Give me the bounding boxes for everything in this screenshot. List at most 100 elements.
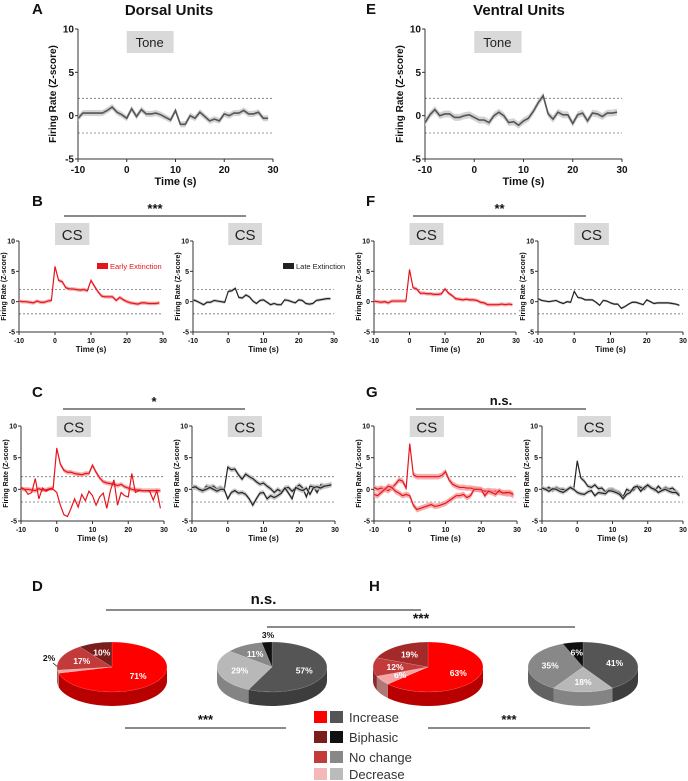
- legend-swatch: [97, 263, 108, 269]
- pie-label: 6%: [394, 670, 407, 680]
- pie-slice-no-change: [56, 646, 113, 671]
- pie-slice-biphasic: [562, 641, 584, 668]
- pie-slice-biphasic: [79, 641, 113, 668]
- legend-swatch-gray-2: [330, 751, 343, 763]
- significance-C: *: [151, 394, 157, 409]
- pie-slice-no-change: [527, 643, 584, 689]
- pie-label: 57%: [296, 665, 313, 675]
- pie-label: 12%: [386, 662, 403, 672]
- series-line-1: [541, 484, 680, 500]
- pie-slice-increase: [387, 641, 484, 693]
- y-tick-label: 10: [526, 238, 534, 245]
- y-tick-label: 10: [7, 238, 15, 245]
- pie-label: 3%: [262, 630, 275, 640]
- x-axis-label: Time (s): [430, 534, 461, 543]
- pie-side-1: [553, 688, 613, 706]
- pie-label: 18%: [574, 677, 591, 687]
- pie-D1: 71% 2% 17%10%: [43, 641, 168, 706]
- pie-label: 29%: [231, 665, 248, 675]
- stimulus-box: [126, 31, 174, 53]
- y-tick-label: 10: [410, 25, 422, 36]
- stimulus-box: [227, 416, 262, 437]
- x-tick-label: -10: [187, 527, 197, 534]
- pie-label: 17%: [73, 656, 90, 666]
- pie-side-0: [58, 667, 168, 706]
- y-tick-label: -5: [9, 329, 15, 336]
- pie-side-1: [217, 667, 249, 704]
- y-tick-label: -5: [412, 155, 421, 166]
- series-line-0: [373, 269, 513, 306]
- x-tick-label: -10: [71, 165, 86, 176]
- pie-side-2: [528, 667, 554, 703]
- pie-side-1: [57, 670, 59, 688]
- pie-slice-no-change: [229, 642, 273, 668]
- pie-slice-increase: [582, 641, 639, 689]
- y-tick-label: 5: [184, 455, 188, 462]
- significance-B: ***: [147, 201, 163, 216]
- x-tick-label: 0: [575, 527, 579, 534]
- x-tick-label: -10: [537, 527, 547, 534]
- legend-swatch-red-3: [314, 768, 327, 780]
- significance-G: n.s.: [490, 393, 512, 408]
- stimulus-label: CS: [416, 420, 437, 437]
- panel-label-F: F: [366, 193, 375, 210]
- y-tick-label: -5: [364, 329, 370, 336]
- x-tick-label: 20: [643, 338, 651, 345]
- x-tick-label: 30: [679, 338, 687, 345]
- sem-band-1: [192, 482, 332, 508]
- x-tick-label: 20: [295, 527, 303, 534]
- legend-swatch-red-1: [314, 731, 327, 743]
- panel-label-E: E: [366, 1, 376, 18]
- x-axis-label: Time (s): [503, 176, 545, 188]
- x-tick-label: 0: [471, 165, 477, 176]
- pie-label: 2%: [43, 653, 56, 663]
- x-tick-label: 20: [644, 527, 652, 534]
- pie-slice-biphasic: [376, 641, 429, 668]
- legend-label-no-change: No change: [349, 750, 412, 765]
- x-tick-label: 30: [679, 527, 687, 534]
- x-tick-label: 30: [160, 527, 168, 534]
- stimulus-box: [409, 416, 444, 437]
- title-dorsal-units: Dorsal Units: [125, 2, 213, 19]
- panel-label-C: C: [32, 384, 43, 401]
- stimulus-box: [228, 223, 262, 245]
- x-tick-label: 10: [442, 527, 450, 534]
- y-tick-label: 0: [184, 487, 188, 494]
- title-ventral-units: Ventral Units: [473, 2, 565, 19]
- y-tick-label: 0: [68, 111, 74, 122]
- legend-swatch-gray-3: [330, 768, 343, 780]
- y-tick-label: 10: [63, 25, 75, 36]
- x-tick-label: 30: [616, 165, 628, 176]
- x-tick-label: 0: [124, 165, 130, 176]
- y-tick-label: -5: [532, 518, 538, 525]
- x-axis-label: Time (s): [248, 345, 279, 354]
- panel-label-D: D: [32, 578, 43, 595]
- sem-band-1: [374, 483, 514, 513]
- pie-slice-decrease: [552, 666, 614, 693]
- y-tick-label: 10: [9, 423, 17, 430]
- series-line-1: [191, 484, 332, 507]
- y-axis-label: Firing Rate (Z-score): [174, 439, 181, 507]
- y-tick-label: -5: [364, 518, 370, 525]
- pie-label: 71%: [130, 671, 147, 681]
- y-axis-label: Firing Rate (Z-score): [356, 439, 363, 507]
- series-line-0: [20, 448, 161, 492]
- pie-slice-increase: [248, 641, 328, 693]
- y-tick-label: -5: [183, 329, 189, 336]
- x-tick-label: 10: [260, 338, 268, 345]
- stimulus-label: CS: [581, 227, 602, 244]
- x-tick-label: -10: [369, 527, 379, 534]
- stimulus-label: CS: [235, 227, 256, 244]
- panel-label-H: H: [369, 578, 380, 595]
- stimulus-label: Tone: [483, 35, 511, 50]
- y-axis-label: Firing Rate (Z-score): [175, 252, 182, 320]
- x-axis-label: Time (s): [155, 176, 197, 188]
- pie-slice-increase: [58, 641, 168, 693]
- x-tick-label: -10: [16, 527, 26, 534]
